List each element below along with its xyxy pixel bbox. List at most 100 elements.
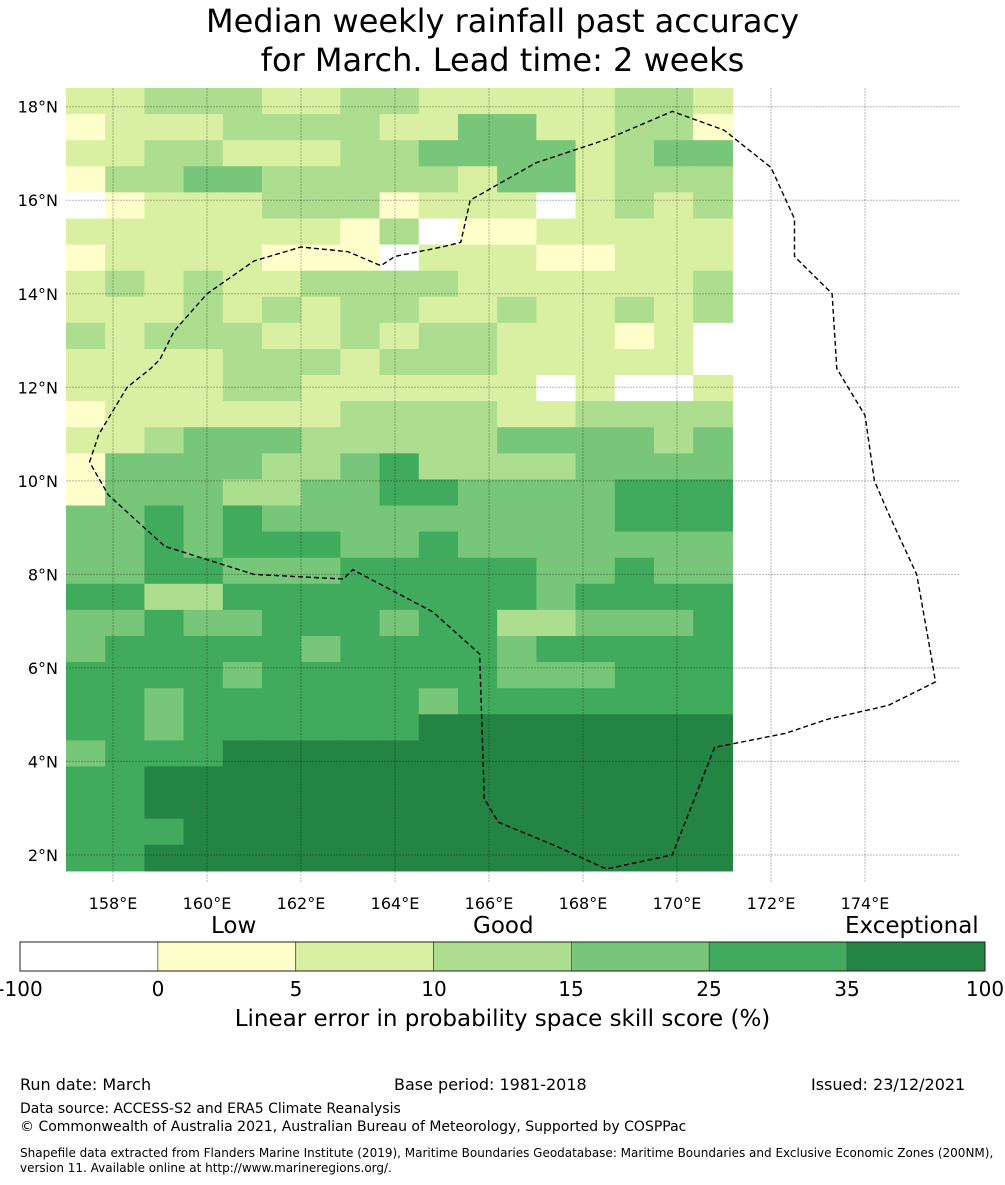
grid-cell bbox=[340, 375, 381, 402]
grid-cell bbox=[693, 166, 733, 193]
grid-cell bbox=[340, 244, 381, 272]
grid-cell bbox=[301, 166, 341, 193]
grid-cell bbox=[457, 166, 498, 193]
grid-cell bbox=[536, 453, 577, 481]
grid-cell bbox=[183, 583, 224, 611]
grid-cell bbox=[222, 114, 263, 141]
grid-cell bbox=[66, 740, 106, 768]
grid-cell bbox=[575, 505, 616, 533]
grid-cell bbox=[66, 557, 106, 585]
grid-cell bbox=[653, 714, 694, 741]
grid-cell bbox=[105, 792, 145, 820]
grid-cell bbox=[614, 635, 655, 663]
grid-cell bbox=[183, 505, 224, 533]
grid-cell bbox=[105, 583, 145, 611]
grid-cell bbox=[693, 218, 733, 246]
grid-cell bbox=[222, 818, 263, 846]
grid-cell bbox=[222, 296, 263, 324]
grid-cell bbox=[379, 479, 420, 507]
grid-cell bbox=[222, 401, 263, 428]
colorbar-tick-label: 100 bbox=[965, 977, 1005, 1001]
grid-cell bbox=[418, 662, 459, 689]
grid-cell bbox=[614, 375, 655, 402]
grid-cell bbox=[457, 348, 498, 376]
grid-cell bbox=[653, 244, 694, 272]
grid-cell bbox=[497, 583, 537, 611]
grid-cell bbox=[105, 844, 145, 872]
grid-cell bbox=[379, 244, 420, 272]
grid-cell bbox=[693, 322, 733, 350]
title-line-1: Median weekly rainfall past accuracy bbox=[205, 2, 800, 40]
grid-cell bbox=[301, 583, 341, 611]
grid-cell bbox=[418, 453, 459, 481]
grid-cell bbox=[653, 740, 694, 768]
grid-cell bbox=[614, 218, 655, 246]
grid-cell bbox=[105, 140, 145, 167]
base-period: Base period: 1981-2018 bbox=[394, 1075, 587, 1094]
grid-cell bbox=[418, 635, 459, 663]
grid-cell bbox=[418, 583, 459, 611]
grid-cell bbox=[66, 270, 106, 298]
grid-cell bbox=[261, 714, 302, 741]
grid-cell bbox=[653, 583, 694, 611]
grid-cell bbox=[379, 88, 420, 115]
grid-cell bbox=[614, 296, 655, 324]
grid-cell bbox=[301, 453, 341, 481]
grid-cell bbox=[457, 818, 498, 846]
grid-cell bbox=[66, 453, 106, 481]
grid-cell bbox=[575, 348, 616, 376]
grid-cell bbox=[144, 218, 185, 246]
grid-cell bbox=[497, 270, 537, 298]
grid-cell bbox=[536, 740, 577, 768]
grid-cell bbox=[536, 479, 577, 507]
grid-cell bbox=[536, 218, 577, 246]
grid-cell bbox=[536, 401, 577, 428]
grid-cell bbox=[261, 531, 302, 559]
grid-cell bbox=[575, 479, 616, 507]
grid-cell bbox=[301, 244, 341, 272]
grid-cell bbox=[693, 453, 733, 481]
grid-cell bbox=[144, 635, 185, 663]
grid-cell bbox=[693, 635, 733, 663]
grid-cell bbox=[653, 348, 694, 376]
grid-cell bbox=[261, 114, 302, 141]
grid-cell bbox=[301, 688, 341, 715]
grid-cell bbox=[340, 714, 381, 741]
grid-cell bbox=[261, 270, 302, 298]
grid-cell bbox=[575, 375, 616, 402]
grid-cell bbox=[497, 792, 537, 820]
grid-cell bbox=[614, 505, 655, 533]
grid-cell bbox=[261, 609, 302, 637]
colorbar-tick-label: -100 bbox=[0, 977, 43, 1001]
grid-cell bbox=[614, 192, 655, 220]
colorbar-bin bbox=[19, 941, 159, 972]
grid-cell bbox=[653, 166, 694, 193]
grid-cell bbox=[614, 348, 655, 376]
grid-cell bbox=[340, 505, 381, 533]
grid-cell bbox=[183, 766, 224, 794]
grid-cell bbox=[183, 218, 224, 246]
grid-cell bbox=[418, 609, 459, 637]
grid-cell bbox=[261, 140, 302, 167]
grid-cell bbox=[183, 557, 224, 585]
grid-cell bbox=[222, 635, 263, 663]
grid-cell bbox=[653, 479, 694, 507]
grid-cell bbox=[301, 192, 341, 220]
grid-cell bbox=[183, 662, 224, 689]
grid-cell bbox=[222, 270, 263, 298]
grid-cell bbox=[497, 114, 537, 141]
grid-cell bbox=[222, 766, 263, 794]
grid-cell bbox=[497, 192, 537, 220]
grid-cell bbox=[301, 348, 341, 376]
grid-cell bbox=[653, 635, 694, 663]
grid-cell bbox=[614, 792, 655, 820]
grid-cell bbox=[693, 583, 733, 611]
grid-cell bbox=[614, 244, 655, 272]
grid-cell bbox=[497, 662, 537, 689]
grid-cell bbox=[66, 348, 106, 376]
grid-cell bbox=[379, 662, 420, 689]
grid-cell bbox=[536, 296, 577, 324]
grid-cell bbox=[261, 348, 302, 376]
grid-cell bbox=[261, 662, 302, 689]
grid-cell bbox=[222, 609, 263, 637]
